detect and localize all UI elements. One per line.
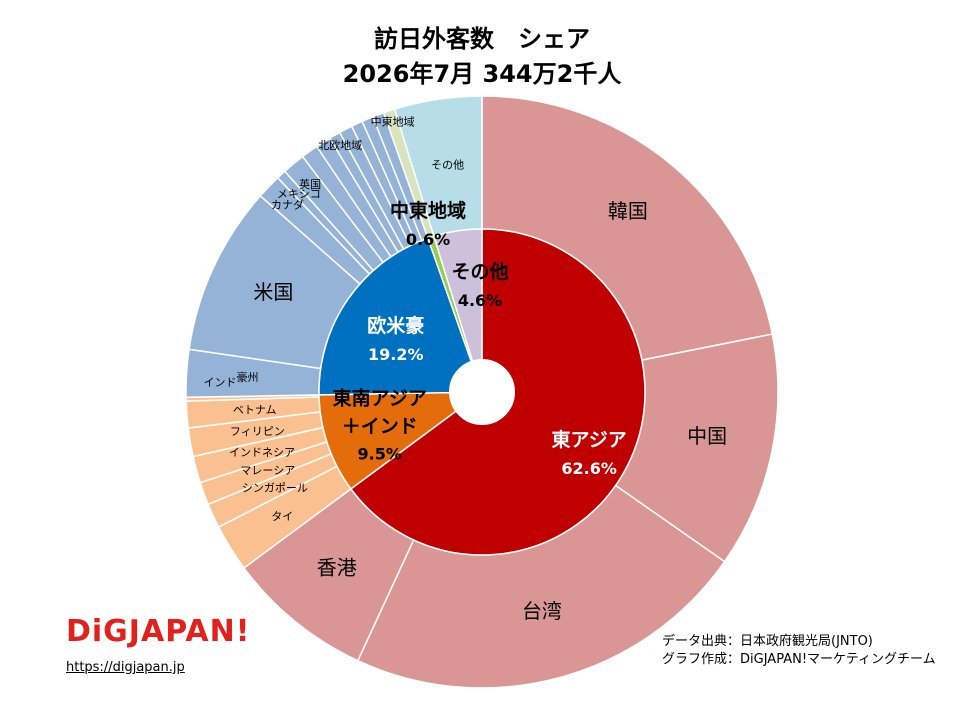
digjapan-logo: DiGJAPAN! <box>66 614 251 649</box>
donut-hole <box>449 359 515 425</box>
outer-label-シンガポール-5: シンガポール <box>242 481 308 494</box>
inner-label-value-0: 62.6% <box>561 459 617 478</box>
outer-label-香港-3: 香港 <box>317 555 357 579</box>
inner-label-name2-1: ＋インド <box>342 416 418 438</box>
outer-label-中国-1: 中国 <box>687 424 727 448</box>
chart-author-note: グラフ作成：DiGJAPAN!マーケティングチーム <box>662 652 936 667</box>
inner-label-value-1: 9.5% <box>358 445 402 464</box>
inner-ring <box>318 228 646 556</box>
inner-label-name-2: 欧米豪 <box>367 314 424 337</box>
outer-label-タイ-4: タイ <box>271 510 293 523</box>
outer-label-米国-12: 米国 <box>253 280 293 304</box>
outer-label-インド-10: インド <box>204 376 237 389</box>
outer-label-豪州-11: 豪州 <box>236 370 258 384</box>
inner-label-value-2: 19.2% <box>368 345 424 364</box>
outer-ring <box>185 95 779 689</box>
slice-labels: 東アジア62.6%東南アジア＋インド9.5%欧米豪19.2%中東地域0.6%その… <box>204 115 728 623</box>
outer-label-インドネシア-7: インドネシア <box>229 446 295 459</box>
outer-label-韓国-0: 韓国 <box>608 199 648 223</box>
outer-label-その他-24: その他 <box>431 159 464 172</box>
outer-label-英国-15: 英国 <box>299 177 321 191</box>
outer-label-カナダ-13: カナダ <box>271 198 304 212</box>
chart-title: 訪日外客数 シェア <box>374 25 590 53</box>
outer-label-ベトナム-9: ベトナム <box>233 403 277 416</box>
inner-label-value-4: 4.6% <box>458 291 502 310</box>
inner-label-name-0: 東アジア <box>552 428 627 451</box>
outer-label-メキシコ-14: メキシコ <box>277 188 321 201</box>
outer-label-中東地域-23: 中東地域 <box>371 115 415 128</box>
outer-label-マレーシア-6: マレーシア <box>240 464 295 477</box>
inner-label-value-3: 0.6% <box>406 230 450 249</box>
chart-subtitle: 2026年7月 344万2千人 <box>343 60 622 88</box>
outer-label-台湾-2: 台湾 <box>522 599 562 623</box>
inner-label-name-3: 中東地域 <box>390 199 466 222</box>
inner-label-name-4: その他 <box>451 260 508 283</box>
outer-label-フィリピン-8: フィリピン <box>230 425 285 438</box>
data-source-note: データ出典：日本政府観光局(JNTO) <box>662 634 873 649</box>
site-link[interactable]: https://digjapan.jp <box>66 660 185 675</box>
inner-label-name-1: 東南アジア <box>333 387 427 410</box>
outer-label-北欧地域-18: 北欧地域 <box>318 139 362 152</box>
